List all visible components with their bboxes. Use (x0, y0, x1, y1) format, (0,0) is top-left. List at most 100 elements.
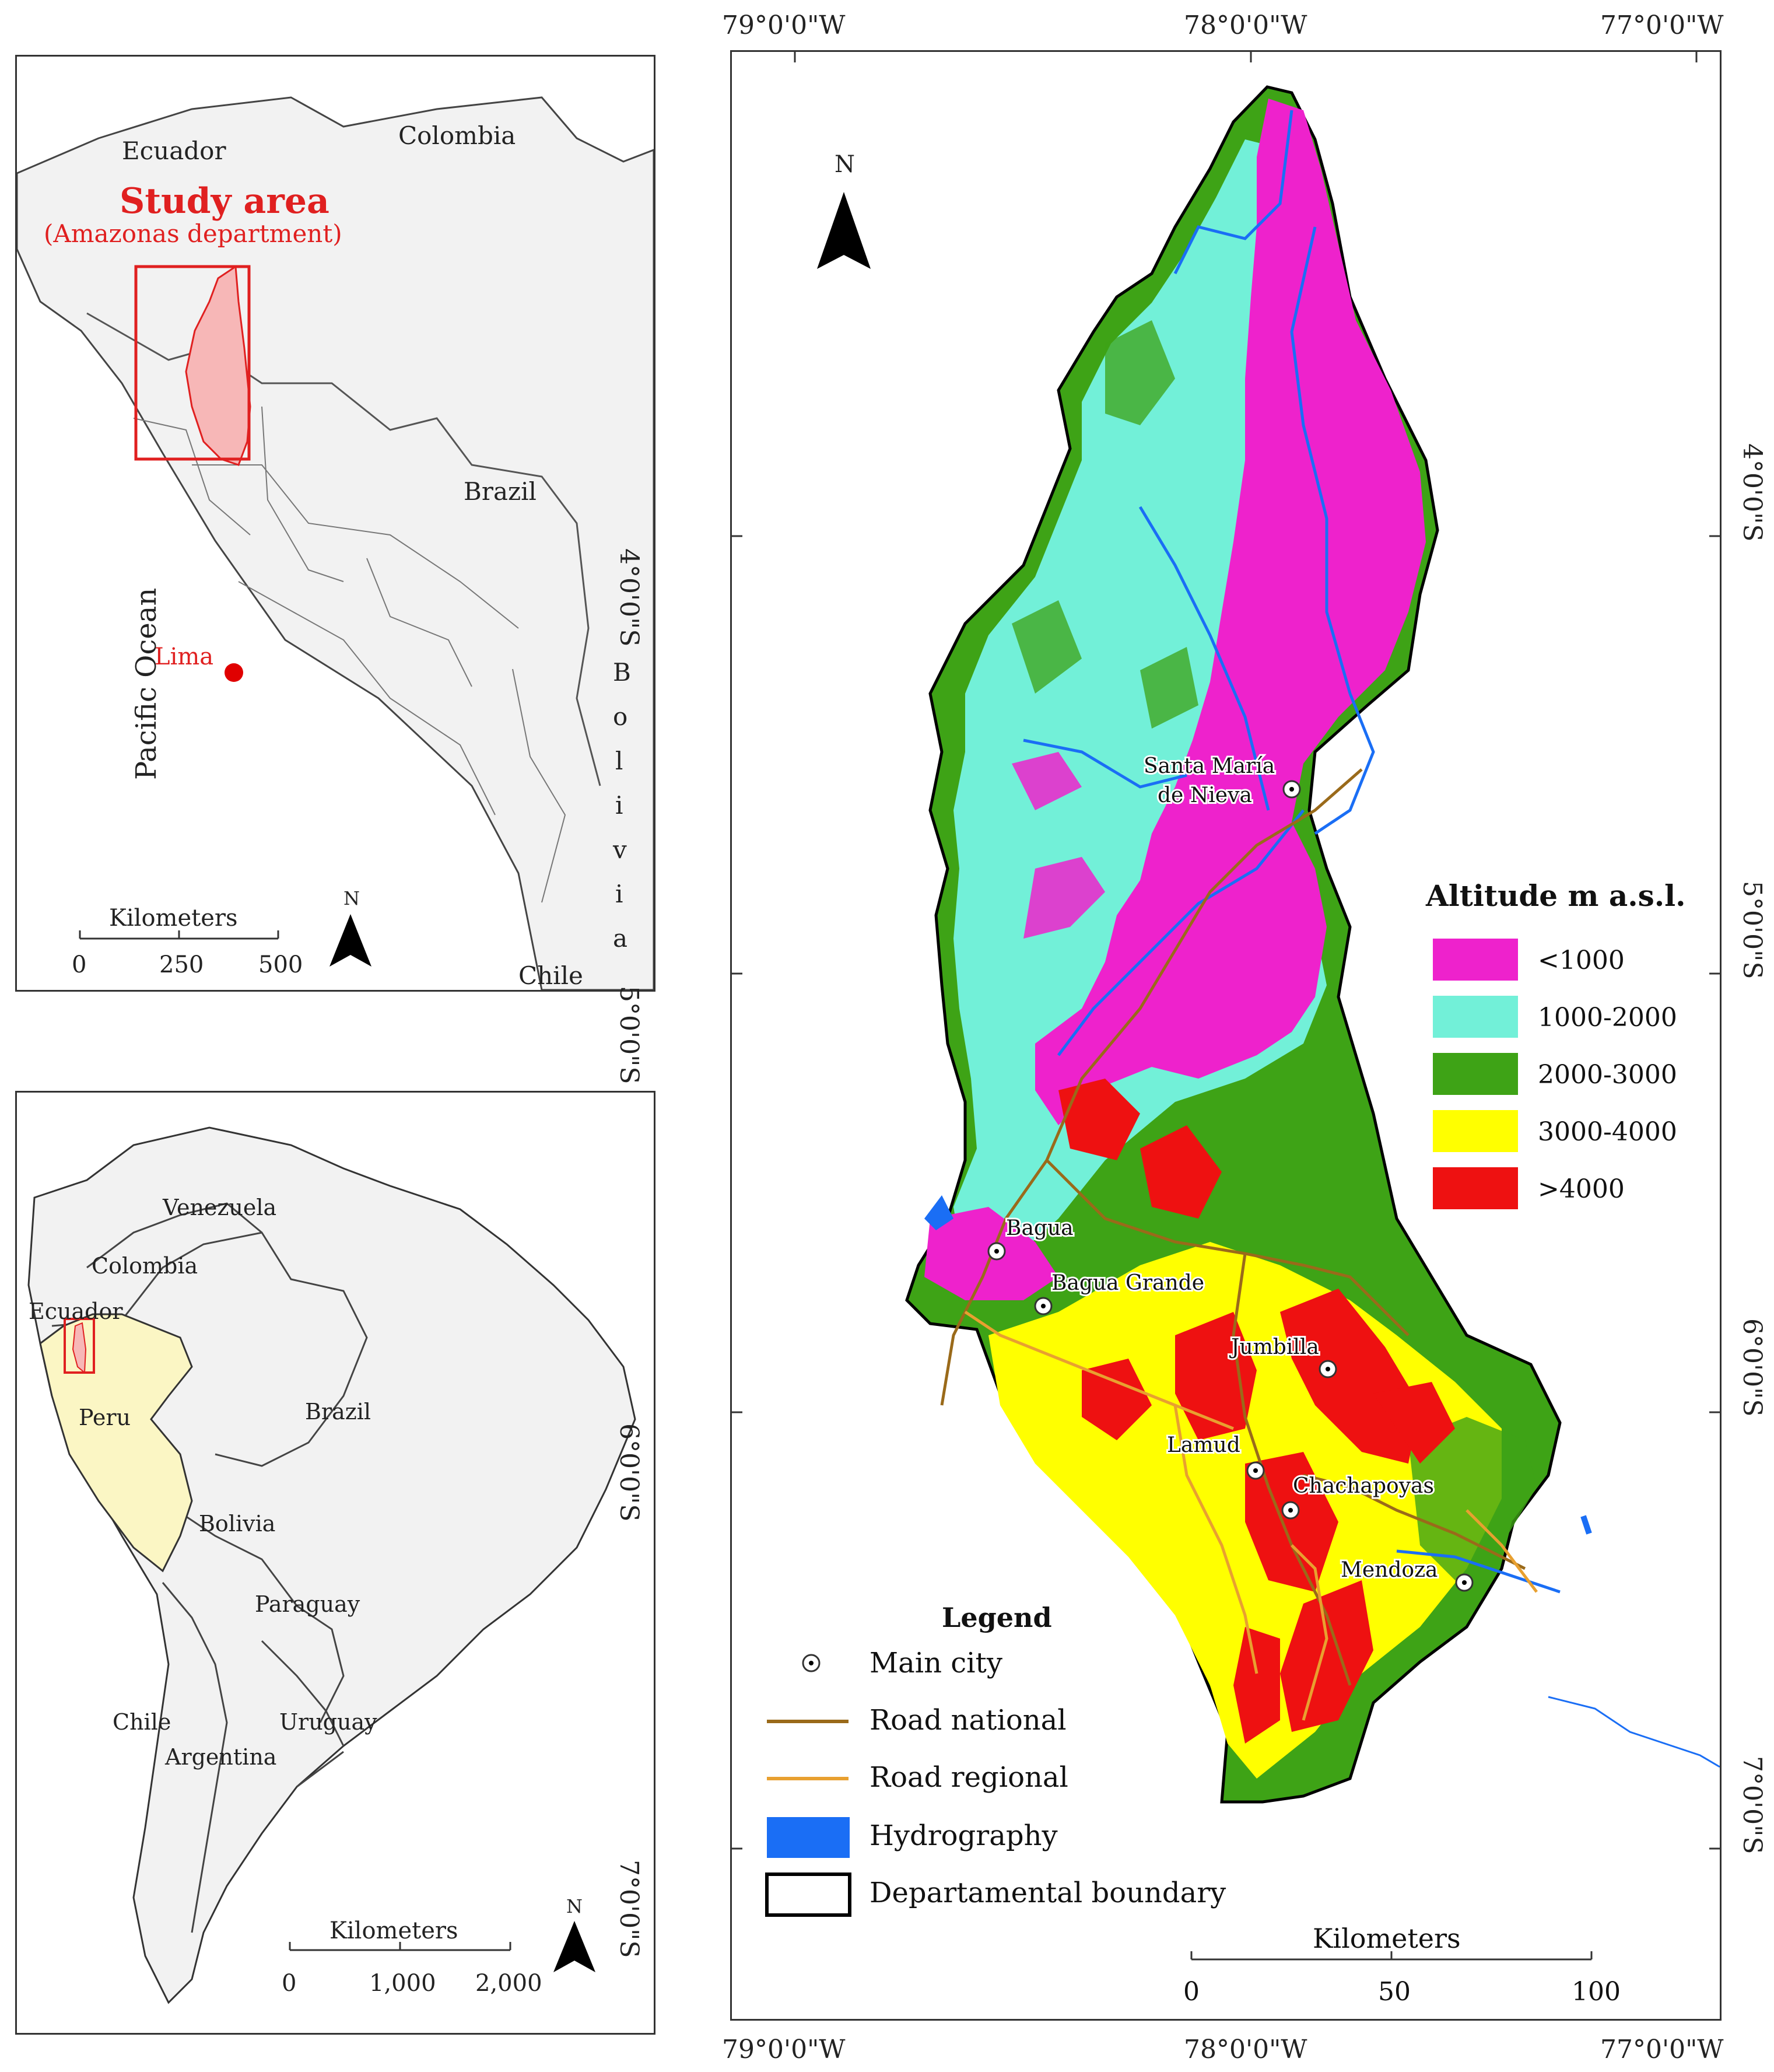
north-label: N (343, 887, 360, 909)
altitude-class-label: 3000-4000 (1538, 1117, 1677, 1147)
south-america-scale-bar: Kilometers 0 1,000 2,000 (282, 1917, 542, 1997)
label-ecuador: Ecuador (122, 136, 226, 165)
lat-label-left: 4°0'0"S (614, 548, 644, 647)
lat-label-right: 6°0'0"S (1737, 1318, 1767, 1417)
cities: Santa María de Nieva Bagua Bagua Grande … (987, 752, 1474, 1592)
boundary-symbol-icon (765, 1873, 851, 1917)
legend-item-label: Road national (870, 1704, 1067, 1737)
hydrography-symbol-icon (767, 1817, 850, 1858)
main-scale-bar: Kilometers 0 50 100 (1183, 1923, 1621, 2007)
label-colombia: Colombia (92, 1253, 198, 1279)
map-legend: Legend Main city Road national Road regi… (765, 1602, 1226, 1917)
city-santa-maria-de-nieva[interactable]: Santa María de Nieva (1142, 752, 1301, 809)
legend-item-label: Hydrography (870, 1819, 1058, 1852)
city-label: Lamud (1167, 1433, 1240, 1457)
label-brazil: Brazil (464, 477, 537, 506)
altitude-legend-title: Altitude m a.s.l. (1425, 878, 1686, 913)
lon-label-top: 77°0'0"W (1600, 10, 1724, 40)
lon-label-bottom: 78°0'0"W (1184, 2035, 1307, 2064)
north-arrow-icon: N (817, 151, 871, 269)
altitude-class-label: >4000 (1538, 1174, 1625, 1204)
north-arrow-icon: N (329, 887, 371, 967)
label-brazil: Brazil (305, 1399, 371, 1424)
north-label: N (835, 151, 855, 178)
bolivia-letter: o (613, 702, 627, 731)
legend-item-label: Main city (870, 1647, 1002, 1679)
scale-tick: 1,000 (369, 1970, 436, 1997)
label-chile: Chile (113, 1709, 171, 1735)
label-venezuela: Venezuela (162, 1195, 276, 1220)
altitude-swatch (1433, 1110, 1518, 1152)
scale-tick: 250 (159, 951, 204, 978)
bolivia-letter: i (615, 791, 623, 820)
city-mendoza[interactable]: Mendoza (1339, 1556, 1474, 1592)
city-bagua-grande[interactable]: Bagua Grande (1034, 1269, 1206, 1315)
lima-dot (225, 663, 243, 682)
peru-shape (39, 1313, 193, 1573)
bolivia-letter: i (615, 880, 623, 908)
city-label: Chachapoyas (1293, 1474, 1434, 1498)
city-label: de Nieva (1158, 783, 1252, 807)
label-colombia: Colombia (398, 121, 516, 150)
scale-title: Kilometers (1313, 1923, 1461, 1954)
altitude-swatch (1433, 996, 1518, 1038)
south-america-svg: Venezuela Colombia Ecuador Peru Brazil B… (27, 1126, 636, 2004)
label-chile: Chile (518, 961, 583, 990)
lat-label-right: 4°0'0"S (1737, 443, 1767, 542)
city-bagua[interactable]: Bagua (987, 1214, 1075, 1261)
scale-tick: 0 (1183, 1977, 1200, 2007)
scale-title: Kilometers (329, 1917, 458, 1944)
label-ecuador: Ecuador (29, 1298, 123, 1324)
south-america-inset-map: Venezuela Colombia Ecuador Peru Brazil B… (15, 1091, 655, 2035)
label-bolivia: B o l i v i a (612, 658, 631, 953)
city-chachapoyas[interactable]: Chachapoyas (1281, 1472, 1436, 1520)
amazonas-highlight (185, 265, 251, 466)
lat-label-right: 7°0'0"S (1737, 1756, 1767, 1854)
lon-label-top: 78°0'0"W (1184, 10, 1307, 40)
lat-label-left: 7°0'0"S (614, 1860, 644, 1958)
scale-tick: 2,000 (475, 1970, 542, 1997)
study-area-box (134, 265, 251, 461)
lon-label-bottom: 77°0'0"W (1600, 2035, 1724, 2064)
label-bolivia: Bolivia (199, 1511, 275, 1536)
altitude-raster (905, 85, 1562, 1804)
legend-title: Legend (942, 1602, 1052, 1633)
main-altitude-map: N Santa María de Nieva Bagua Bagua Grand… (730, 50, 1722, 2021)
lat-label-left: 6°0'0"S (614, 1423, 644, 1522)
label-argentina: Argentina (164, 1744, 276, 1770)
city-label: Bagua (1006, 1216, 1074, 1240)
peru-inset-map: Ecuador Colombia Brazil Chile Study area… (15, 55, 655, 992)
bolivia-letter: l (615, 747, 623, 775)
bolivia-letter: B (613, 658, 631, 687)
study-area-box (64, 1318, 95, 1374)
legend-item-label: Road regional (870, 1761, 1068, 1794)
city-label: Bagua Grande (1051, 1271, 1204, 1295)
label-uruguay: Uruguay (279, 1709, 377, 1735)
bolivia-letter: a (613, 924, 627, 953)
peru-scale-bar: Kilometers 0 250 500 (72, 905, 303, 978)
scale-tick: 100 (1572, 1977, 1621, 2007)
altitude-class-label: <1000 (1538, 946, 1625, 975)
city-jumbilla[interactable]: Jumbilla (1227, 1334, 1337, 1378)
city-label: Jumbilla (1229, 1335, 1319, 1359)
city-label: Mendoza (1341, 1558, 1438, 1582)
altitude-swatch (1433, 1053, 1518, 1095)
scale-tick: 0 (72, 951, 86, 978)
lon-label-top: 79°0'0"W (722, 10, 846, 40)
scale-tick: 0 (282, 1970, 296, 1997)
city-label: Santa María (1144, 754, 1275, 778)
label-lima: Lima (155, 643, 213, 670)
city-lamud[interactable]: Lamud (1165, 1432, 1265, 1480)
legend-item-label: Departamental boundary (870, 1877, 1226, 1909)
lat-label-right: 5°0'0"S (1737, 881, 1767, 979)
study-area-subtitle: (Amazonas department) (44, 219, 342, 248)
north-label: N (566, 1895, 583, 1917)
altitude-legend: Altitude m a.s.l. <1000 1000-2000 2000-3… (1425, 878, 1686, 1209)
roads (940, 768, 1538, 1721)
label-paraguay: Paraguay (255, 1591, 360, 1617)
altitude-swatch (1433, 939, 1518, 981)
peru-inset-svg: Ecuador Colombia Brazil Chile Study area… (17, 57, 654, 990)
north-arrow-icon: N (553, 1895, 595, 1972)
scale-title: Kilometers (109, 905, 238, 932)
country-landmass (17, 96, 654, 990)
